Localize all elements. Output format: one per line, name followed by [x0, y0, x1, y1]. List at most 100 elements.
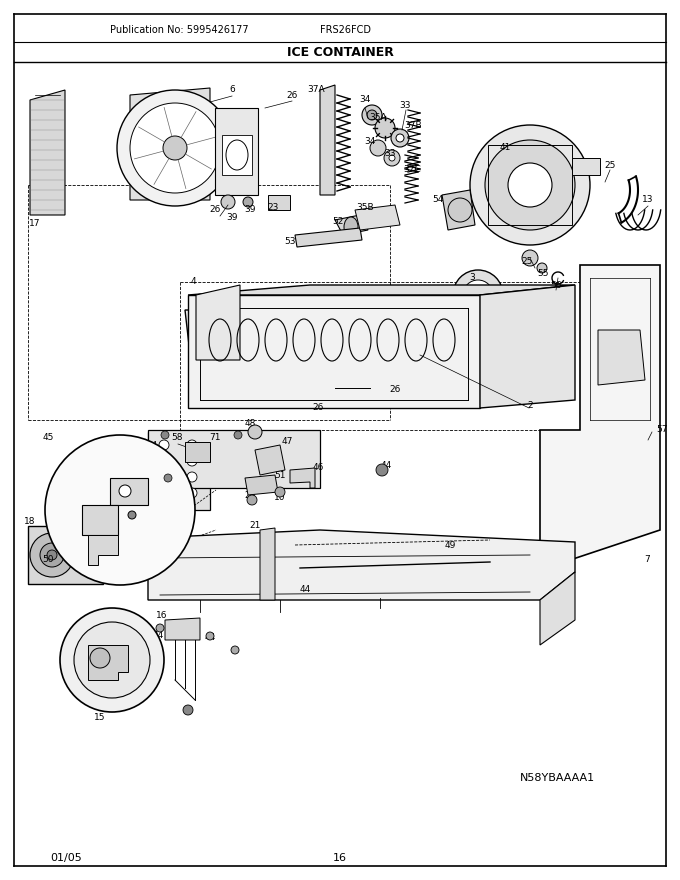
- Text: 54: 54: [432, 195, 443, 204]
- Text: 25: 25: [605, 160, 615, 170]
- Circle shape: [159, 472, 169, 482]
- Polygon shape: [335, 215, 368, 235]
- Text: 13: 13: [642, 195, 653, 204]
- Text: 39: 39: [244, 206, 256, 215]
- Polygon shape: [100, 535, 130, 580]
- Circle shape: [90, 648, 110, 668]
- Text: Publication No: 5995426177: Publication No: 5995426177: [110, 25, 249, 35]
- Text: 58: 58: [171, 434, 183, 443]
- Text: 33: 33: [384, 149, 396, 158]
- Circle shape: [47, 550, 57, 560]
- Circle shape: [161, 431, 169, 439]
- Circle shape: [159, 440, 169, 450]
- Circle shape: [187, 488, 197, 498]
- Circle shape: [206, 632, 214, 640]
- Polygon shape: [110, 478, 148, 505]
- Circle shape: [156, 624, 164, 632]
- Text: 55: 55: [537, 269, 549, 278]
- Polygon shape: [540, 265, 660, 570]
- Circle shape: [453, 270, 503, 320]
- Polygon shape: [82, 505, 118, 535]
- Circle shape: [117, 90, 233, 206]
- Text: 10: 10: [274, 494, 286, 502]
- Polygon shape: [148, 530, 575, 600]
- Polygon shape: [130, 88, 210, 200]
- Text: 45A: 45A: [112, 544, 129, 553]
- Text: 46: 46: [312, 464, 324, 473]
- Text: 16: 16: [156, 611, 168, 620]
- Circle shape: [40, 543, 64, 567]
- Circle shape: [275, 487, 285, 497]
- Polygon shape: [268, 195, 290, 210]
- Polygon shape: [290, 468, 315, 488]
- Text: 34: 34: [364, 137, 375, 146]
- Polygon shape: [30, 90, 65, 215]
- Text: 2: 2: [527, 400, 533, 409]
- Circle shape: [163, 136, 187, 160]
- Text: 45D: 45D: [144, 467, 162, 476]
- Text: 35B: 35B: [356, 203, 374, 212]
- Circle shape: [448, 198, 472, 222]
- Polygon shape: [215, 108, 258, 195]
- Text: 44: 44: [152, 630, 164, 640]
- Text: 52: 52: [333, 217, 343, 226]
- Ellipse shape: [344, 217, 358, 237]
- Polygon shape: [148, 430, 320, 488]
- Polygon shape: [540, 572, 575, 645]
- Circle shape: [243, 197, 253, 207]
- Circle shape: [234, 431, 242, 439]
- Polygon shape: [148, 432, 210, 510]
- Text: 20: 20: [99, 538, 111, 546]
- Text: 17: 17: [29, 219, 41, 229]
- Text: 45C: 45C: [58, 497, 75, 507]
- Text: 56: 56: [550, 281, 562, 290]
- Text: 37A: 37A: [307, 85, 325, 94]
- Text: 44: 44: [142, 475, 154, 485]
- Polygon shape: [295, 228, 362, 247]
- Text: 44: 44: [205, 634, 216, 642]
- Circle shape: [384, 150, 400, 166]
- Polygon shape: [598, 330, 645, 385]
- Circle shape: [159, 488, 169, 498]
- Polygon shape: [480, 285, 575, 408]
- Text: 44: 44: [299, 585, 311, 595]
- Text: 26: 26: [390, 385, 401, 394]
- Circle shape: [130, 103, 220, 193]
- Polygon shape: [245, 475, 278, 495]
- Polygon shape: [442, 190, 475, 230]
- Text: 15: 15: [95, 714, 106, 722]
- Text: 23: 23: [267, 203, 279, 212]
- Bar: [28, 526, 103, 584]
- Text: N58YBAAAA1: N58YBAAAA1: [520, 773, 595, 783]
- Text: 44: 44: [380, 461, 392, 471]
- Text: 41: 41: [499, 143, 511, 151]
- Text: 37B: 37B: [404, 121, 422, 129]
- Circle shape: [470, 125, 590, 245]
- Circle shape: [248, 425, 262, 439]
- Polygon shape: [185, 310, 480, 400]
- Text: 39: 39: [226, 214, 238, 223]
- Polygon shape: [196, 285, 240, 360]
- Circle shape: [247, 495, 257, 505]
- Circle shape: [231, 646, 239, 654]
- Circle shape: [187, 472, 197, 482]
- Circle shape: [537, 263, 547, 273]
- Circle shape: [376, 464, 388, 476]
- Circle shape: [508, 163, 552, 207]
- Text: 35A: 35A: [369, 114, 387, 122]
- Text: 26: 26: [209, 206, 221, 215]
- Circle shape: [183, 705, 193, 715]
- Text: 71: 71: [209, 434, 221, 443]
- Circle shape: [522, 250, 538, 266]
- Polygon shape: [572, 158, 600, 175]
- Circle shape: [45, 435, 195, 585]
- Text: 25: 25: [522, 258, 532, 267]
- Text: 44: 44: [142, 520, 154, 530]
- Polygon shape: [88, 535, 118, 565]
- Polygon shape: [222, 135, 252, 175]
- Circle shape: [370, 140, 386, 156]
- Circle shape: [164, 474, 172, 482]
- Circle shape: [60, 608, 164, 712]
- Polygon shape: [355, 205, 400, 230]
- Text: 26: 26: [244, 492, 256, 501]
